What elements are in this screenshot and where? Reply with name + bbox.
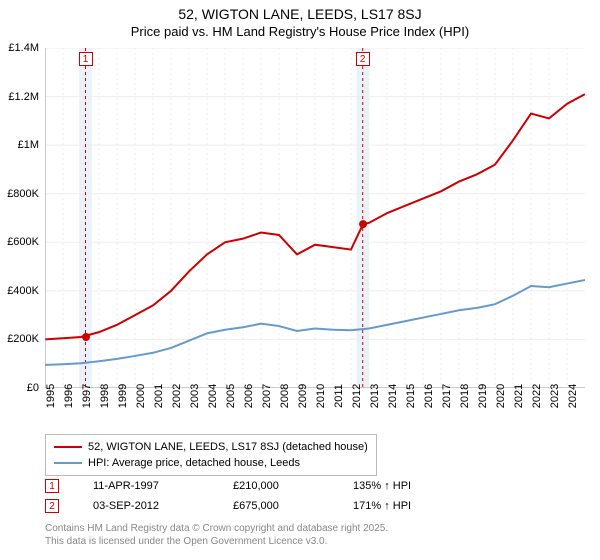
marker-hpi: 135% ↑ HPI [353,480,443,492]
x-tick-label: 2015 [405,384,417,408]
x-tick-label: 2008 [279,384,291,408]
x-tick-label: 2001 [153,384,165,408]
x-tick-label: 2004 [207,384,219,408]
x-tick-label: 2003 [189,384,201,408]
chart-subtitle: Price paid vs. HM Land Registry's House … [0,24,600,39]
x-tick-label: 2019 [477,384,489,408]
y-tick-label: £1.4M [8,42,39,54]
chart-marker-badge: 2 [356,52,370,66]
footer-line2: This data is licensed under the Open Gov… [45,535,388,548]
x-tick-label: 2022 [531,384,543,408]
x-tick-label: 2007 [261,384,273,408]
footer-attribution: Contains HM Land Registry data © Crown c… [45,522,388,548]
footer-line1: Contains HM Land Registry data © Crown c… [45,522,388,535]
legend-row: 52, WIGTON LANE, LEEDS, LS17 8SJ (detach… [54,439,368,455]
legend-row: HPI: Average price, detached house, Leed… [54,455,368,471]
x-tick-label: 2020 [495,384,507,408]
legend-swatch [54,462,82,464]
x-tick-label: 2017 [441,384,453,408]
x-tick-label: 2018 [459,384,471,408]
x-tick-label: 1995 [45,384,57,408]
x-tick-label: 2024 [567,384,579,408]
y-tick-label: £800K [7,188,39,200]
marker-hpi: 171% ↑ HPI [353,500,443,512]
x-tick-label: 2013 [369,384,381,408]
y-tick-label: £600K [7,236,39,248]
legend-label: HPI: Average price, detached house, Leed… [88,457,300,469]
x-tick-label: 2000 [135,384,147,408]
y-tick-label: £0 [27,382,39,394]
x-tick-label: 2023 [549,384,561,408]
x-tick-label: 1996 [63,384,75,408]
x-tick-label: 2005 [225,384,237,408]
x-tick-label: 2009 [297,384,309,408]
marker-date: 03-SEP-2012 [93,500,203,512]
chart-title-block: 52, WIGTON LANE, LEEDS, LS17 8SJ Price p… [0,0,600,39]
chart-plot [45,48,585,388]
marker-date: 11-APR-1997 [93,480,203,492]
x-tick-label: 2002 [171,384,183,408]
x-tick-label: 2011 [333,384,345,408]
y-tick-label: £1M [18,139,39,151]
marker-table-row: 1 11-APR-1997 £210,000 135% ↑ HPI [45,476,443,496]
chart-title: 52, WIGTON LANE, LEEDS, LS17 8SJ [0,6,600,22]
x-tick-label: 2006 [243,384,255,408]
marker-price: £675,000 [233,500,323,512]
marker-price: £210,000 [233,480,323,492]
x-axis: 1995199619971998199920002001200220032004… [45,392,585,432]
x-tick-label: 2010 [315,384,327,408]
x-tick-label: 2021 [513,384,525,408]
x-tick-label: 2012 [351,384,363,408]
legend-label: 52, WIGTON LANE, LEEDS, LS17 8SJ (detach… [88,441,368,453]
chart-marker-badge: 1 [79,52,93,66]
x-tick-label: 2016 [423,384,435,408]
marker-badge: 1 [45,479,59,493]
x-tick-label: 1999 [117,384,129,408]
y-axis: £0£200K£400K£600K£800K£1M£1.2M£1.4M [0,48,43,388]
marker-table-row: 2 03-SEP-2012 £675,000 171% ↑ HPI [45,496,443,516]
x-tick-label: 1997 [81,384,93,408]
marker-badge: 2 [45,499,59,513]
y-tick-label: £1.2M [8,91,39,103]
legend-swatch [54,446,82,448]
x-tick-label: 2014 [387,384,399,408]
y-tick-label: £200K [7,333,39,345]
y-tick-label: £400K [7,285,39,297]
x-tick-label: 1998 [99,384,111,408]
sale-marker-table: 1 11-APR-1997 £210,000 135% ↑ HPI 2 03-SEP-20… [45,476,443,516]
legend: 52, WIGTON LANE, LEEDS, LS17 8SJ (detach… [45,434,377,476]
